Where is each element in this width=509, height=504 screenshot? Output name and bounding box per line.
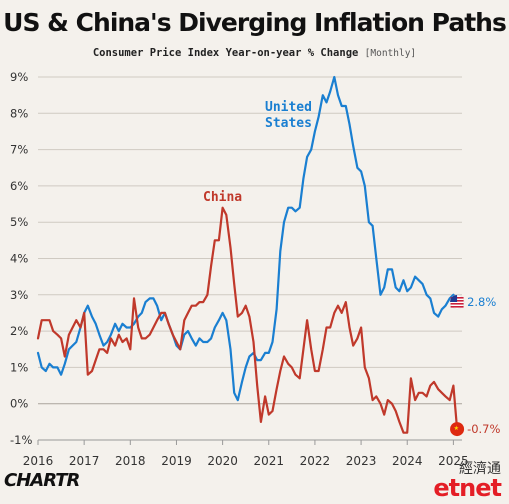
us-flag-stripe [450, 303, 464, 305]
series-label-china: China [203, 190, 242, 205]
chart-subtitle: Consumer Price Index Year-on-year % Chan… [0, 47, 509, 59]
grid-lines [38, 76, 462, 441]
y-axis-ticks: -1% 0% 1% 2% 3% 4% 5% 6% 7% 8% 9% [10, 70, 32, 447]
x-tick-label: 2019 [161, 454, 192, 468]
y-tick-label: 1% [10, 360, 28, 374]
x-tick-label: 2021 [253, 454, 284, 468]
y-tick-label: 5% [10, 215, 28, 229]
y-tick-label: -1% [10, 433, 32, 447]
y-tick-label: 4% [10, 252, 28, 266]
x-tick-label: 2024 [392, 454, 423, 468]
x-axis-ticks: 2016 2017 2018 2019 2020 2021 2022 2023 2024 2025 [23, 440, 469, 468]
china-flag-icon: ★ [450, 422, 465, 437]
subtitle-text: Consumer Price Index Year-on-year % Chan… [92, 47, 359, 59]
series-line-china [36, 206, 459, 434]
x-tick-label: 2022 [300, 454, 331, 468]
etnet-watermark-chinese: 經濟通 [459, 461, 501, 477]
series-label-us: United [265, 100, 312, 115]
y-tick-label: 3% [10, 288, 28, 302]
y-tick-label: 7% [10, 143, 28, 157]
x-tick-label: 2016 [23, 454, 54, 468]
china-end-value-label: -0.7% [467, 422, 500, 436]
y-tick-label: 0% [10, 397, 28, 411]
series-lines [36, 75, 459, 434]
x-tick-label: 2017 [69, 454, 100, 468]
us-end-value-label: 2.8% [467, 295, 496, 309]
x-tick-label: 2020 [207, 454, 238, 468]
etnet-watermark: etnet [433, 474, 502, 502]
subtitle-frequency: [Monthly] [364, 48, 417, 59]
us-flag-canton [450, 295, 458, 303]
series-label-us: States [265, 116, 312, 131]
china-flag-base [450, 422, 465, 437]
us-flag-icon [449, 294, 465, 310]
y-tick-label: 8% [10, 106, 28, 120]
y-tick-label: 9% [10, 70, 28, 84]
y-tick-label: 2% [10, 324, 28, 338]
x-tick-label: 2023 [346, 454, 377, 468]
series-line-us [36, 75, 459, 402]
x-tick-label: 2025 [438, 454, 469, 468]
chart-title: US & China's Diverging Inflation Paths [3, 8, 507, 37]
china-flag-star: ★ [454, 425, 459, 432]
chartr-logo: CHARTR [4, 470, 80, 491]
y-tick-label: 6% [10, 179, 28, 193]
us-flag-stripe [450, 306, 464, 308]
x-tick-label: 2018 [115, 454, 146, 468]
